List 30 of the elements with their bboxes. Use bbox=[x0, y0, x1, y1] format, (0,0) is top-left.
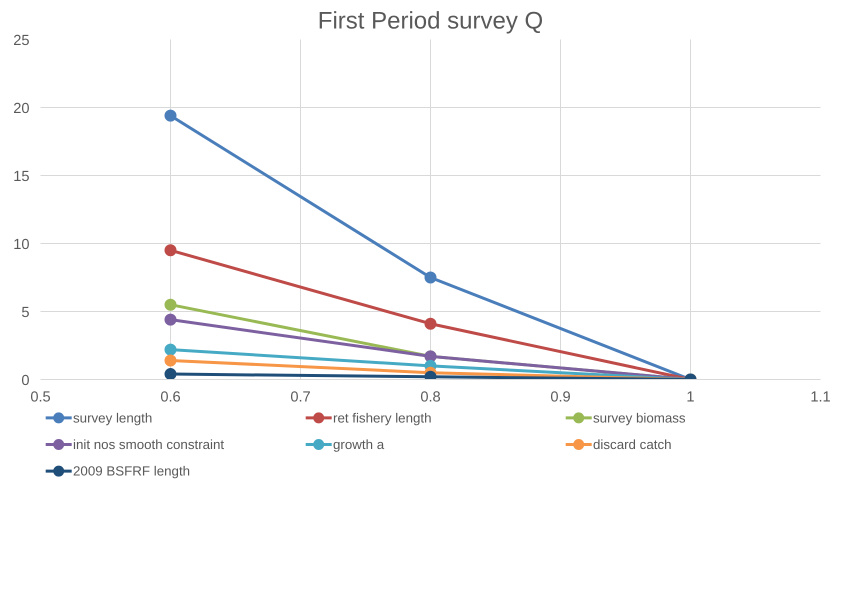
y-tick-label: 25 bbox=[13, 33, 30, 49]
legend-label: ret fishery length bbox=[333, 410, 432, 426]
legend-label: discard catch bbox=[593, 437, 672, 452]
chart-title: First Period survey Q bbox=[318, 8, 544, 34]
x-tick-label: 0.7 bbox=[290, 390, 311, 406]
point bbox=[164, 354, 176, 366]
x-tick-label: 0.9 bbox=[550, 390, 571, 406]
y-tick-label: 0 bbox=[21, 373, 30, 389]
legend-label: 2009 BSFRF length bbox=[73, 464, 190, 479]
x-tick-label: 0.6 bbox=[160, 390, 181, 406]
legend-label: init nos smooth constraint bbox=[73, 437, 224, 452]
point bbox=[424, 318, 436, 330]
x-tick-label: 1 bbox=[686, 390, 695, 406]
x-tick-label: 0.5 bbox=[30, 390, 51, 406]
legend-label: survey biomass bbox=[593, 410, 686, 426]
x-tick-label: 0.8 bbox=[420, 390, 441, 406]
y-tick-label: 10 bbox=[13, 237, 30, 253]
point bbox=[424, 272, 436, 284]
y-tick-label: 20 bbox=[13, 101, 30, 117]
point bbox=[164, 368, 176, 380]
point bbox=[164, 314, 176, 326]
y-tick-label: 15 bbox=[13, 169, 30, 185]
point bbox=[164, 298, 176, 311]
y-tick-label: 5 bbox=[21, 305, 30, 321]
point bbox=[164, 244, 176, 256]
x-tick-label: 1.1 bbox=[810, 390, 831, 406]
point bbox=[164, 110, 176, 122]
point bbox=[164, 344, 176, 356]
legend-label: survey length bbox=[73, 410, 152, 426]
legend-label: growth a bbox=[333, 437, 385, 452]
